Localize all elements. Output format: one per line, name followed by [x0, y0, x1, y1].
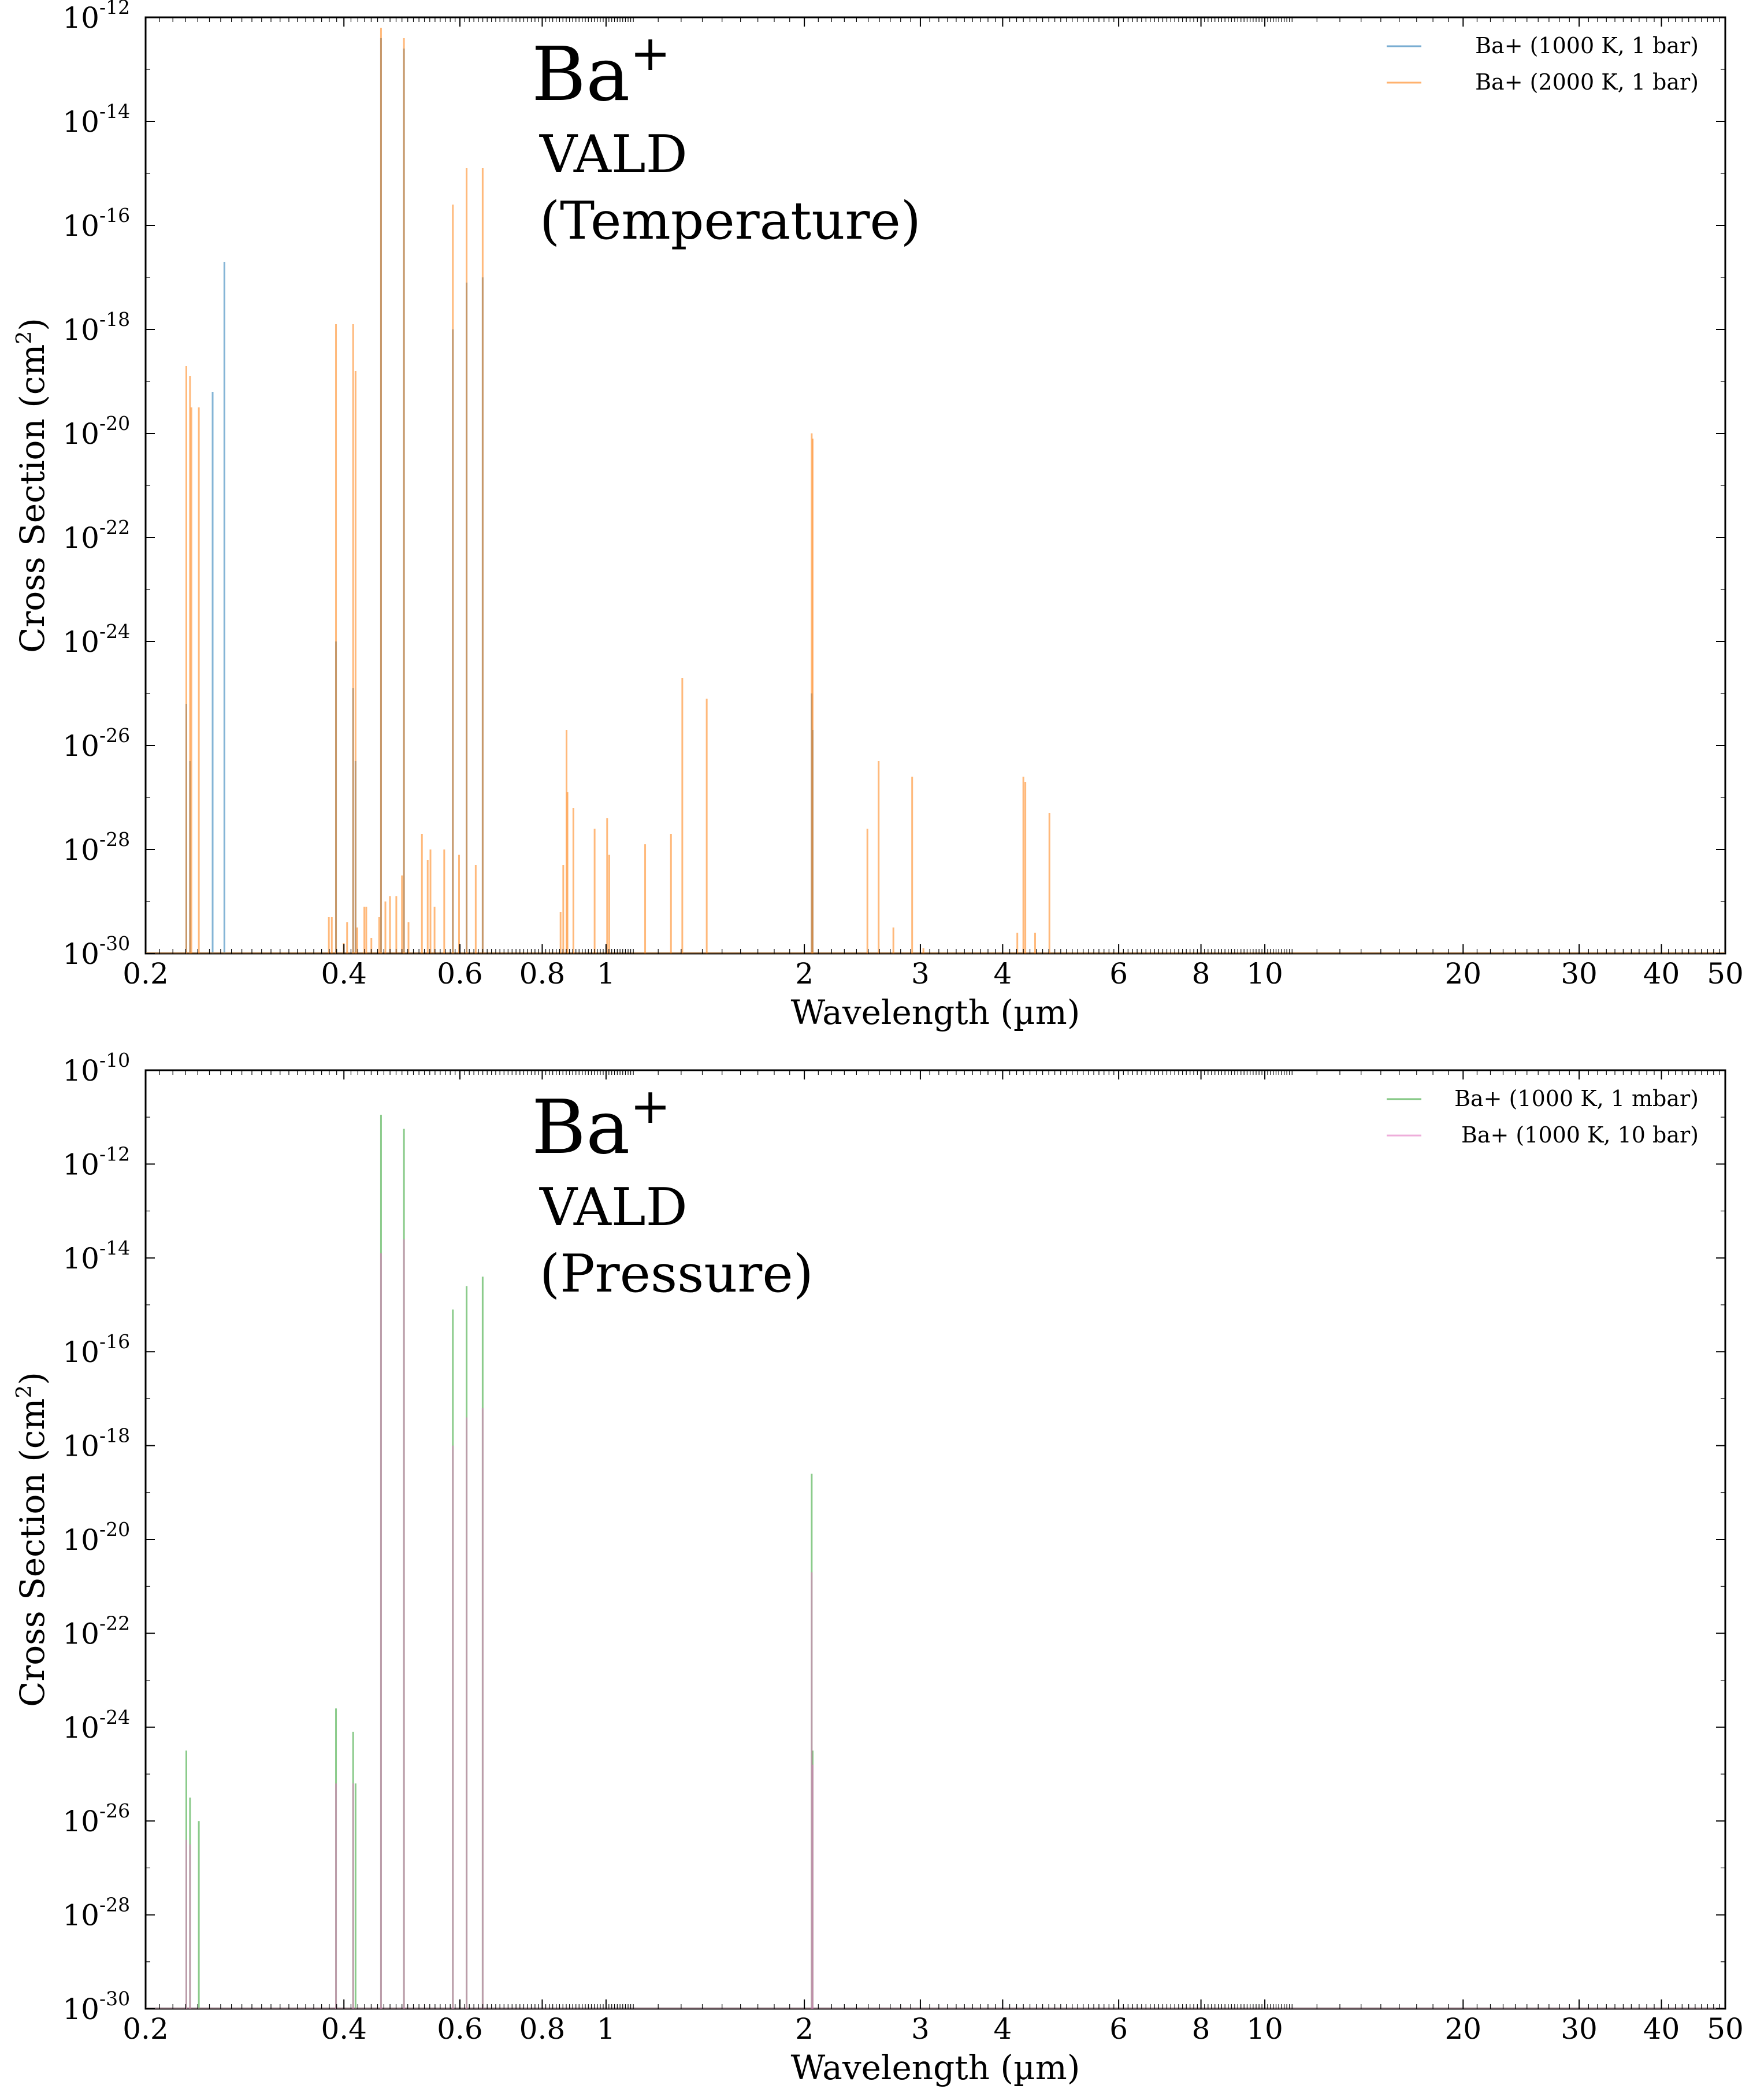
x-axis-label: Wavelength (µm) — [791, 2048, 1080, 2087]
y-tick-exponent: -24 — [99, 1706, 130, 1728]
y-tick-label: 10 — [62, 417, 99, 451]
y-tick-exponent: -16 — [99, 204, 130, 227]
y-tick-label: 10 — [62, 833, 99, 867]
y-tick-exponent: -26 — [99, 724, 130, 747]
y-tick-exponent: -10 — [99, 1049, 130, 1071]
x-tick-label: 1 — [597, 957, 615, 990]
x-tick-label: 0.4 — [321, 2012, 367, 2046]
y-tick-label: 10 — [62, 105, 99, 139]
legend-label: Ba+ (1000 K, 10 bar) — [1461, 1122, 1699, 1148]
y-tick-exponent: -16 — [99, 1330, 130, 1353]
y-tick-label: 10 — [62, 1617, 99, 1650]
legend-label: Ba+ (1000 K, 1 mbar) — [1454, 1086, 1699, 1111]
y-tick-exponent: -24 — [99, 620, 130, 643]
y-tick-label: 10 — [62, 1430, 99, 1463]
y-tick-exponent: -22 — [99, 516, 130, 539]
y-tick-exponent: -28 — [99, 1894, 130, 1916]
y-tick-label: 10 — [62, 1523, 99, 1557]
y-tick-exponent: -14 — [99, 1237, 130, 1259]
y-tick-exponent: -18 — [99, 308, 130, 331]
y-tick-exponent: -18 — [99, 1424, 130, 1447]
x-tick-label: 50 — [1707, 2012, 1744, 2046]
y-tick-label: 10 — [62, 521, 99, 555]
y-tick-label: 10 — [62, 1711, 99, 1745]
y-tick-label: 10 — [62, 729, 99, 763]
x-tick-label: 8 — [1192, 957, 1210, 990]
y-tick-exponent: -14 — [99, 100, 130, 123]
y-tick-label: 10 — [62, 1335, 99, 1369]
x-tick-label: 8 — [1192, 2012, 1210, 2046]
species-annotation: Ba+ — [532, 1078, 671, 1171]
x-tick-label: 0.8 — [519, 957, 566, 990]
x-tick-label: 0.2 — [122, 2012, 169, 2046]
x-tick-label: 0.2 — [122, 957, 169, 990]
y-tick-exponent: -12 — [99, 1142, 130, 1165]
y-tick-exponent: -12 — [99, 0, 130, 18]
species-annotation: Ba+ — [532, 25, 671, 118]
x-tick-label: 0.4 — [321, 957, 367, 990]
x-tick-label: 0.6 — [437, 957, 483, 990]
x-tick-label: 2 — [795, 2012, 814, 2046]
y-tick-label: 10 — [62, 313, 99, 347]
series-1-lines — [146, 1239, 1725, 2009]
x-tick-label: 50 — [1707, 957, 1744, 990]
panel-annotation: (Pressure) — [540, 1244, 814, 1304]
x-tick-label: 6 — [1109, 957, 1128, 990]
x-minor-ticks — [145, 17, 1726, 953]
y-tick-exponent: -26 — [99, 1800, 130, 1822]
x-tick-label: 40 — [1643, 2012, 1680, 2046]
y-axis-label: Cross Section (cm2) — [13, 1372, 52, 1707]
x-tick-label: 3 — [911, 2012, 930, 2046]
y-tick-label: 10 — [62, 1805, 99, 1838]
x-tick-label: 0.8 — [519, 2012, 566, 2046]
legend-label: Ba+ (2000 K, 1 bar) — [1475, 69, 1699, 95]
legend-label: Ba+ (1000 K, 1 bar) — [1475, 33, 1699, 58]
x-tick-label: 0.6 — [437, 2012, 483, 2046]
y-tick-exponent: -30 — [99, 1987, 130, 2010]
series-1-lines — [146, 28, 1725, 953]
y-tick-exponent: -20 — [99, 412, 130, 435]
panel-annotation: (Temperature) — [540, 191, 921, 251]
y-tick-exponent: -28 — [99, 828, 130, 851]
database-annotation: VALD — [539, 1177, 688, 1238]
x-tick-label: 2 — [795, 957, 814, 990]
y-tick-label: 10 — [62, 1148, 99, 1181]
x-tick-label: 1 — [597, 2012, 615, 2046]
x-tick-label: 10 — [1246, 2012, 1283, 2046]
x-tick-label: 3 — [911, 957, 930, 990]
x-tick-label: 30 — [1561, 2012, 1598, 2046]
y-tick-label: 10 — [62, 1054, 99, 1088]
y-tick-label: 10 — [62, 1899, 99, 1932]
temperature-panel: 0.2 0.4 0.6 0.8 1 2 3 4 6 8 10 20 30 40 5010-3010-2810… — [13, 0, 1744, 1032]
database-annotation: VALD — [539, 124, 688, 185]
y-tick-exponent: -20 — [99, 1518, 130, 1541]
x-tick-label: 4 — [993, 957, 1012, 990]
x-tick-label: 10 — [1246, 957, 1283, 990]
x-tick-label: 40 — [1643, 957, 1680, 990]
legend: Ba+ (1000 K, 1 mbar) Ba+ (1000 K, 10 bar) — [1387, 1086, 1699, 1148]
x-tick-label: 6 — [1109, 2012, 1128, 2046]
y-tick-label: 10 — [62, 1993, 99, 2026]
y-tick-label: 10 — [62, 937, 99, 971]
legend: Ba+ (1000 K, 1 bar) Ba+ (2000 K, 1 bar) — [1387, 33, 1699, 95]
y-tick-exponent: -30 — [99, 932, 130, 955]
x-tick-label: 20 — [1444, 2012, 1481, 2046]
pressure-panel: 0.2 0.4 0.6 0.8 1 2 3 4 6 8 10 20 30 40 5010-3010-2810… — [13, 1049, 1744, 2087]
y-tick-label: 10 — [62, 1, 99, 35]
y-tick-label: 10 — [62, 625, 99, 659]
y-axis-label: Cross Section (cm2) — [13, 318, 52, 653]
x-axis-label: Wavelength (µm) — [791, 993, 1080, 1032]
x-tick-label: 20 — [1444, 957, 1481, 990]
x-tick-label: 4 — [993, 2012, 1012, 2046]
y-tick-label: 10 — [62, 1242, 99, 1275]
y-tick-label: 10 — [62, 209, 99, 243]
y-tick-exponent: -22 — [99, 1612, 130, 1634]
x-tick-label: 30 — [1561, 957, 1598, 990]
